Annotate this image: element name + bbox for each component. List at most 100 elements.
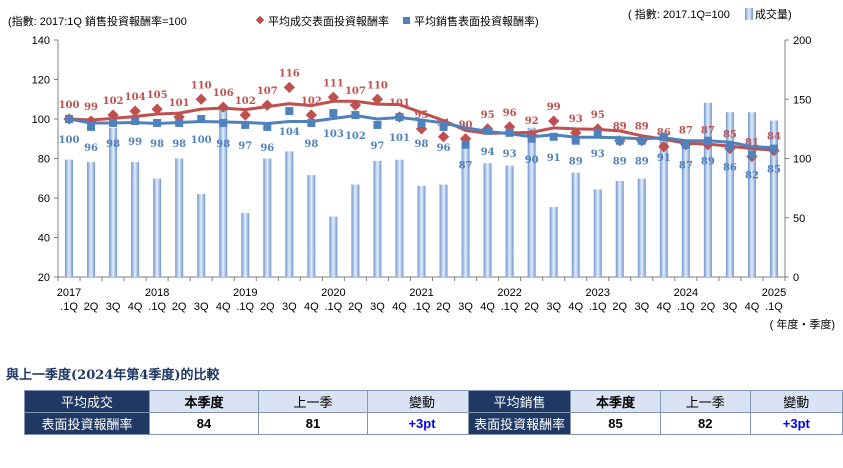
legend-sale-label: 平均銷售表面投資報酬率) bbox=[414, 14, 539, 28]
sale-point bbox=[439, 122, 448, 131]
volume-bar bbox=[373, 160, 382, 277]
change-value: +3pt bbox=[367, 412, 477, 435]
deal-data-label: 87 bbox=[701, 126, 715, 137]
deal-data-label: 96 bbox=[503, 108, 517, 119]
x-quarter-label: 3Q bbox=[634, 301, 649, 313]
y-left-tick-label: 140 bbox=[32, 35, 50, 47]
x-quarter-label: 4Q bbox=[745, 301, 760, 313]
sale-data-label: 100 bbox=[59, 135, 80, 146]
row-label: 平均銷售 bbox=[467, 390, 572, 413]
deal-data-label: 102 bbox=[235, 96, 256, 107]
x-quarter-label: 2Q bbox=[84, 301, 99, 313]
deal-comparison-table: 平均成交 本季度 上一季 變動 表面投資報酬率 84 81 +3pt bbox=[24, 390, 477, 435]
volume-bar bbox=[109, 127, 118, 277]
y-right-tick-label: 50 bbox=[793, 213, 805, 225]
volume-bar bbox=[417, 185, 426, 277]
sale-data-label: 87 bbox=[679, 161, 693, 172]
sale-point bbox=[329, 109, 338, 118]
deal-data-label: 107 bbox=[345, 86, 366, 97]
previous-value: 82 bbox=[659, 412, 751, 435]
x-quarter-label: .1Q bbox=[413, 301, 431, 313]
volume-bar bbox=[571, 172, 580, 277]
y-left-tick-label: 100 bbox=[32, 114, 50, 126]
x-quarter-label: 3Q bbox=[546, 301, 561, 313]
x-quarter-label: 4Q bbox=[304, 301, 319, 313]
deal-data-label: 99 bbox=[547, 102, 561, 113]
current-value: 84 bbox=[149, 412, 259, 435]
volume-bar bbox=[593, 189, 602, 277]
volume-bar bbox=[725, 112, 734, 277]
x-quarter-label: .1Q bbox=[148, 301, 166, 313]
col-header: 本季度 bbox=[570, 390, 661, 413]
x-axis-title: ( 年度‧季度) bbox=[770, 317, 835, 331]
deal-data-label: 87 bbox=[679, 126, 693, 137]
deal-data-label: 95 bbox=[415, 110, 429, 121]
sale-data-label: 91 bbox=[547, 153, 561, 164]
x-quarter-label: 2Q bbox=[172, 301, 187, 313]
sale-data-label: 93 bbox=[503, 149, 517, 160]
x-year-label: 2023 bbox=[586, 287, 610, 299]
volume-bar bbox=[527, 127, 536, 277]
volume-bar bbox=[615, 181, 624, 277]
x-quarter-label: .1Q bbox=[236, 301, 254, 313]
deal-data-label: 90 bbox=[459, 120, 473, 131]
deal-point bbox=[195, 93, 207, 105]
x-year-label: 2017 bbox=[57, 287, 81, 299]
x-year-label: 2020 bbox=[321, 287, 345, 299]
deal-data-label: 102 bbox=[301, 96, 322, 107]
row-label: 表面投資報酬率 bbox=[24, 412, 150, 435]
deal-data-label: 101 bbox=[169, 98, 190, 109]
volume-bar bbox=[219, 107, 228, 277]
y-left-tick-label: 40 bbox=[38, 233, 50, 245]
comparison-title: 與上一季度(2024年第4季度)的比較 bbox=[6, 368, 220, 383]
x-year-label: 2021 bbox=[409, 287, 433, 299]
sale-point bbox=[725, 142, 734, 151]
y-left-tick-label: 120 bbox=[32, 75, 50, 87]
sale-data-label: 90 bbox=[525, 155, 539, 166]
deal-data-label: 89 bbox=[613, 122, 627, 133]
sale-point bbox=[681, 140, 690, 149]
sale-data-label: 98 bbox=[150, 139, 164, 150]
sale-point bbox=[351, 111, 360, 120]
sale-point bbox=[285, 107, 294, 116]
x-quarter-label: 3Q bbox=[723, 301, 738, 313]
deal-data-label: 104 bbox=[125, 92, 146, 103]
sale-data-label: 98 bbox=[415, 139, 429, 150]
sale-data-label: 91 bbox=[657, 153, 671, 164]
sale-point bbox=[65, 115, 74, 123]
x-quarter-label: .1Q bbox=[765, 301, 783, 313]
deal-point bbox=[283, 81, 295, 94]
legend-deal-marker bbox=[255, 15, 265, 25]
sale-data-label: 98 bbox=[172, 139, 186, 150]
sale-data-label: 104 bbox=[279, 127, 300, 138]
sale-data-label: 96 bbox=[437, 143, 451, 154]
deal-data-label: 106 bbox=[213, 88, 234, 99]
volume-bar bbox=[483, 163, 492, 277]
sale-data-label: 97 bbox=[238, 141, 252, 152]
sale-data-label: 97 bbox=[370, 141, 384, 152]
sale-point bbox=[263, 122, 272, 131]
deal-data-label: 95 bbox=[591, 110, 605, 121]
sale-data-label: 82 bbox=[745, 171, 759, 182]
volume-bar bbox=[461, 145, 470, 277]
sale-point bbox=[241, 120, 250, 129]
sale-comparison-table: 平均銷售 本季度 上一季 變動 表面投資報酬率 85 82 +3pt bbox=[467, 390, 843, 435]
deal-data-label: 93 bbox=[569, 114, 583, 125]
chart-title-right: ( 指數: 2017.1Q=100 bbox=[628, 7, 730, 21]
sale-point bbox=[527, 134, 536, 143]
sale-point bbox=[417, 118, 426, 127]
col-header: 上一季 bbox=[659, 390, 751, 413]
sale-point bbox=[659, 132, 668, 141]
volume-bar bbox=[329, 216, 338, 277]
sale-point bbox=[505, 128, 514, 137]
volume-bar bbox=[241, 213, 250, 277]
sale-data-label: 98 bbox=[304, 139, 318, 150]
y-right-tick-label: 150 bbox=[793, 94, 811, 106]
deal-data-label: 105 bbox=[147, 90, 168, 101]
deal-point bbox=[239, 109, 251, 121]
x-year-label: 2019 bbox=[233, 287, 257, 299]
x-quarter-label: 2Q bbox=[348, 301, 363, 313]
x-quarter-label: 4Q bbox=[216, 301, 231, 313]
x-quarter-label: 3Q bbox=[458, 301, 473, 313]
